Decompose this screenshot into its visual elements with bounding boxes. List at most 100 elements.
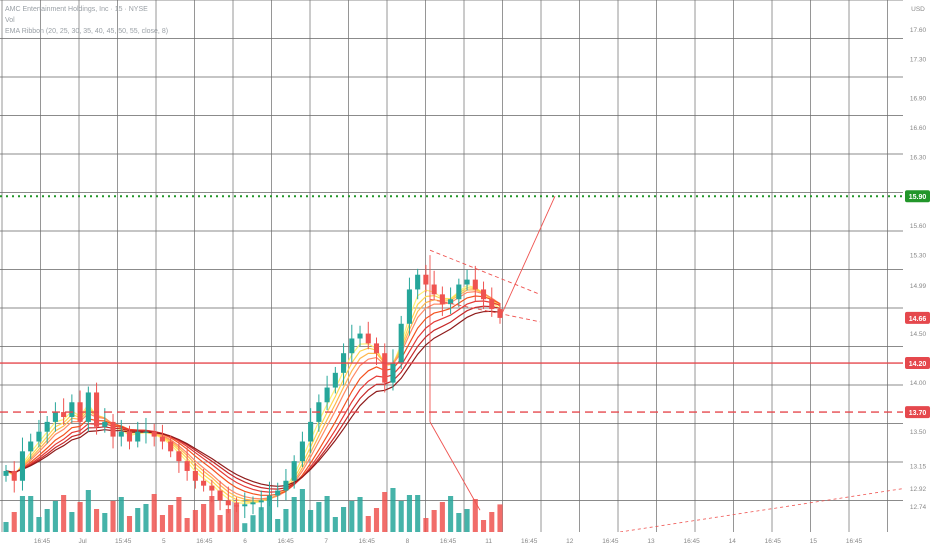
candle-body — [44, 421, 50, 432]
candle-body — [299, 441, 305, 462]
ema-ribbon-indicator-label[interactable]: EMA Ribbon (20, 25, 30, 35, 40, 45, 50, … — [5, 28, 169, 35]
candle — [258, 490, 264, 511]
candle — [44, 416, 50, 444]
candle-body — [357, 333, 363, 339]
symbol-title[interactable]: AMC Entertainment Holdings, Inc · 15 · N… — [5, 6, 148, 13]
candle — [233, 497, 240, 513]
volume-bar — [69, 512, 75, 532]
price-tick-label: 13.50 — [910, 429, 927, 436]
candle — [176, 441, 182, 473]
volume-bar — [258, 507, 264, 532]
candle-body — [28, 441, 34, 452]
candle — [456, 278, 462, 308]
price-tick-label: 14.50 — [910, 331, 927, 338]
price-badge-background — [905, 406, 930, 419]
volume-bars — [3, 488, 503, 532]
volume-bar — [390, 488, 396, 532]
price-tick-label: 16.90 — [910, 96, 927, 103]
candle — [332, 366, 338, 394]
candle-body — [209, 485, 215, 491]
time-axis-background — [0, 532, 932, 550]
volume-bar — [406, 495, 412, 532]
target-price-badge: 15.90 — [905, 190, 930, 203]
candle-body — [192, 470, 198, 481]
volume-bar — [415, 495, 421, 532]
grid-lines — [0, 0, 903, 532]
candle-body — [489, 299, 495, 310]
price-tick-label: 16.30 — [910, 154, 927, 161]
candle — [349, 324, 355, 364]
candle — [3, 465, 9, 482]
candle-body — [324, 387, 330, 403]
price-tick-label: 17.30 — [910, 56, 927, 63]
candle-body — [480, 289, 487, 300]
candle-body — [168, 441, 174, 452]
time-axis: 16:45 Jul 15:45 5 16:45 6 16:45 7 16:45 8 16:45 11 1… — [0, 532, 932, 550]
volume-bar — [448, 496, 454, 532]
price-tick-label: 13.15 — [910, 464, 927, 471]
volume-bar — [332, 517, 338, 532]
lower-trendline — [619, 488, 904, 533]
volume-bar — [456, 513, 462, 532]
candle-body — [69, 402, 75, 417]
candle-body — [233, 505, 240, 507]
volume-bar — [324, 496, 330, 532]
volume-bar — [341, 507, 347, 532]
volume-bar — [217, 515, 223, 532]
price-axis-currency: USD — [911, 6, 925, 13]
price-tick-label: 17.60 — [910, 27, 927, 34]
price-badge-background — [905, 190, 930, 203]
flag-lower-trendline — [429, 298, 541, 323]
candle-body — [184, 461, 190, 471]
time-tick-label: 11 — [485, 538, 492, 545]
candle — [118, 419, 124, 447]
volume-bar — [77, 502, 83, 532]
candle-body — [126, 431, 133, 442]
candle — [94, 382, 100, 435]
candle — [126, 425, 133, 450]
volume-bar — [357, 497, 363, 532]
time-tick-label: 16:45 — [196, 538, 213, 545]
price-badge-label: 14.20 — [909, 361, 927, 368]
candle-body — [439, 294, 445, 305]
candle — [250, 496, 256, 515]
time-tick-label: 15 — [810, 538, 818, 545]
candle — [159, 424, 165, 450]
candle — [382, 343, 388, 393]
candle — [308, 408, 314, 454]
candle — [415, 268, 421, 300]
volume-bar — [480, 520, 487, 532]
candle — [480, 281, 487, 310]
candle-body — [135, 431, 141, 442]
volume-bar — [44, 509, 50, 532]
volume-bar — [382, 492, 388, 532]
candle-body — [456, 284, 462, 300]
price-badge-label: 14.66 — [909, 316, 927, 323]
volume-bar — [192, 510, 198, 532]
volume-bar — [201, 504, 207, 532]
price-axis-background — [903, 0, 932, 550]
chart-legend: AMC Entertainment Holdings, Inc · 15 · N… — [5, 4, 168, 37]
candle-body — [431, 284, 437, 295]
volume-bar — [266, 498, 273, 532]
candle-body — [349, 338, 355, 354]
candle — [275, 482, 281, 508]
volume-bar — [52, 501, 58, 532]
candle — [69, 394, 75, 423]
candle-body — [61, 412, 67, 417]
candle — [291, 455, 297, 489]
time-tick-label: 16:45 — [521, 538, 538, 545]
candle — [19, 437, 26, 491]
time-tick-label: 16:45 — [359, 538, 376, 545]
projection-arrow-line — [499, 196, 556, 319]
candle-body — [448, 299, 454, 305]
price-axis: USD 17.60 17.30 16.90 16.60 16.30 15.90 15.60 15… — [903, 0, 932, 550]
candles — [3, 264, 503, 519]
volume-bar — [11, 512, 17, 532]
volume-indicator-label[interactable]: Vol — [5, 17, 15, 24]
price-tick-label: 14.99 — [910, 283, 927, 290]
candle-body — [415, 274, 421, 290]
candle-body — [291, 461, 297, 481]
